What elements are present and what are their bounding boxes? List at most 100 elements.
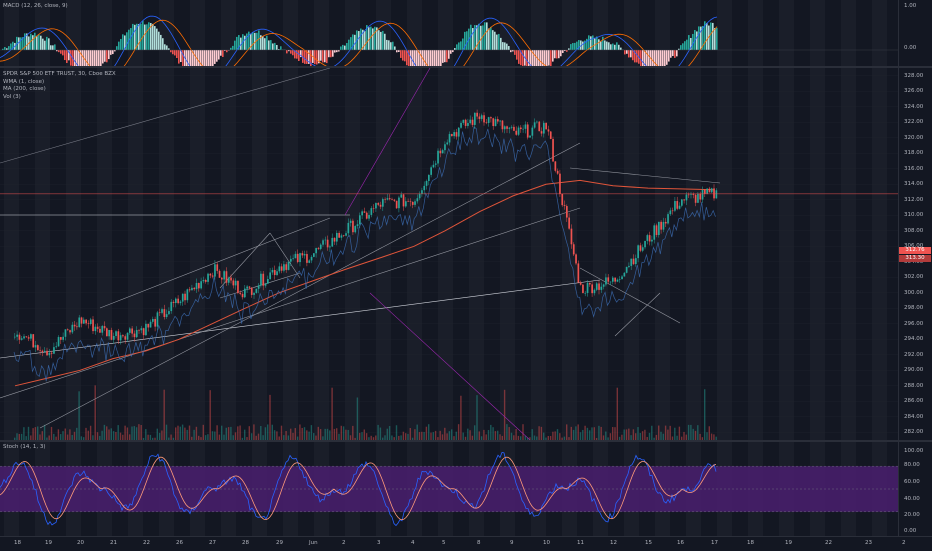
candle-body	[458, 128, 460, 137]
stoch-axis[interactable]: 100.00 80.00 60.00 40.00 20.00 0.00	[898, 442, 932, 536]
volume-bar	[495, 431, 496, 440]
candle-body	[564, 205, 566, 206]
session-shade	[717, 68, 732, 440]
volume-bar	[237, 426, 238, 440]
volume-bar	[69, 429, 70, 440]
volume-bar	[74, 432, 75, 440]
macd-bar	[618, 45, 620, 50]
macd-bar	[226, 50, 228, 52]
macd-bar	[500, 38, 502, 50]
macd-bar	[46, 37, 48, 50]
macd-bar	[558, 50, 560, 58]
candle-body	[359, 215, 361, 224]
macd-bar	[162, 38, 164, 50]
volume-bar	[136, 427, 137, 440]
candle-body	[69, 330, 71, 332]
macd-bar	[534, 50, 536, 66]
volume-bar	[23, 427, 24, 440]
candle-body	[504, 126, 506, 129]
legend-wma: WMA (1, close)	[3, 79, 116, 87]
candle-body	[203, 280, 205, 281]
macd-bar	[360, 29, 362, 50]
stoch-pane[interactable]: Stoch (14, 1, 3)	[0, 442, 898, 536]
candle-body	[605, 277, 607, 284]
candle-body	[21, 338, 23, 339]
volume-bar	[281, 426, 282, 440]
volume-bar	[62, 431, 63, 440]
macd-bar	[58, 50, 60, 52]
candle-body	[578, 263, 580, 282]
volume-bar	[456, 432, 457, 440]
candle-body	[706, 189, 708, 194]
macd-bar	[148, 22, 150, 50]
volume-bar	[16, 433, 17, 440]
volume-bar	[690, 425, 691, 440]
candle-body	[495, 119, 497, 126]
session-shade	[97, 68, 112, 440]
candle-body	[205, 280, 207, 282]
candle-body	[465, 120, 467, 126]
wma-line	[14, 127, 716, 381]
macd-bar	[514, 50, 516, 55]
macd-bar	[86, 50, 88, 66]
volume-bar	[272, 425, 273, 440]
macd-bar	[598, 39, 600, 50]
macd-bar	[446, 50, 448, 62]
price-pane[interactable]: SPDR S&P 500 ETF TRUST, 30, Cboe BZX WMA…	[0, 68, 898, 440]
candle-body	[446, 142, 448, 144]
candle-body	[389, 198, 391, 199]
session-shade	[376, 68, 391, 440]
macd-bar	[202, 50, 204, 66]
candle-body	[242, 294, 244, 297]
session-shade	[407, 68, 422, 440]
volume-bar	[65, 429, 66, 440]
session-shade	[593, 68, 608, 440]
volume-bar	[345, 430, 346, 440]
candle-body	[354, 226, 356, 232]
macd-bar	[320, 50, 322, 61]
volume-bar	[444, 428, 445, 440]
candle-body	[601, 287, 603, 290]
macd-bar	[164, 44, 166, 50]
volume-bar	[541, 427, 542, 440]
macd-histogram	[0, 0, 898, 66]
candle-body	[361, 211, 363, 215]
macd-pane[interactable]: MACD (12, 26, close, 9)	[0, 0, 898, 66]
macd-bar	[624, 50, 626, 54]
volume-bar	[580, 432, 581, 440]
stoch-oscillator	[0, 442, 898, 536]
candle-body	[55, 346, 57, 347]
stoch-tick-0: 0.00	[904, 528, 916, 534]
macd-bar	[714, 28, 716, 50]
macd-bar	[170, 50, 172, 52]
macd-bar	[36, 36, 38, 50]
macd-bar	[330, 50, 332, 57]
volume-bar	[492, 427, 493, 440]
volume-bar	[249, 426, 250, 440]
macd-bar	[244, 36, 246, 50]
volume-bar	[633, 429, 634, 440]
candle-body	[716, 190, 718, 198]
macd-bar	[102, 50, 104, 63]
macd-bar	[328, 50, 330, 57]
volume-bar	[265, 427, 266, 440]
candle-body	[536, 122, 538, 123]
volume-bar	[302, 428, 303, 440]
volume-bar	[76, 428, 77, 440]
time-tick: 29	[276, 540, 283, 546]
volume-bar	[380, 428, 381, 440]
session-shade	[345, 68, 360, 440]
candle-body	[612, 278, 614, 282]
macd-bar	[94, 50, 96, 66]
macd-axis[interactable]: 1.00 0.00	[898, 0, 932, 66]
candle-body	[311, 257, 313, 261]
volume-bar	[364, 430, 365, 440]
candle-body	[711, 188, 713, 192]
macd-bar	[232, 46, 234, 50]
candle-body	[115, 331, 117, 336]
candle-body	[97, 327, 99, 329]
macd-bar	[550, 50, 552, 66]
candle-body	[651, 240, 653, 242]
